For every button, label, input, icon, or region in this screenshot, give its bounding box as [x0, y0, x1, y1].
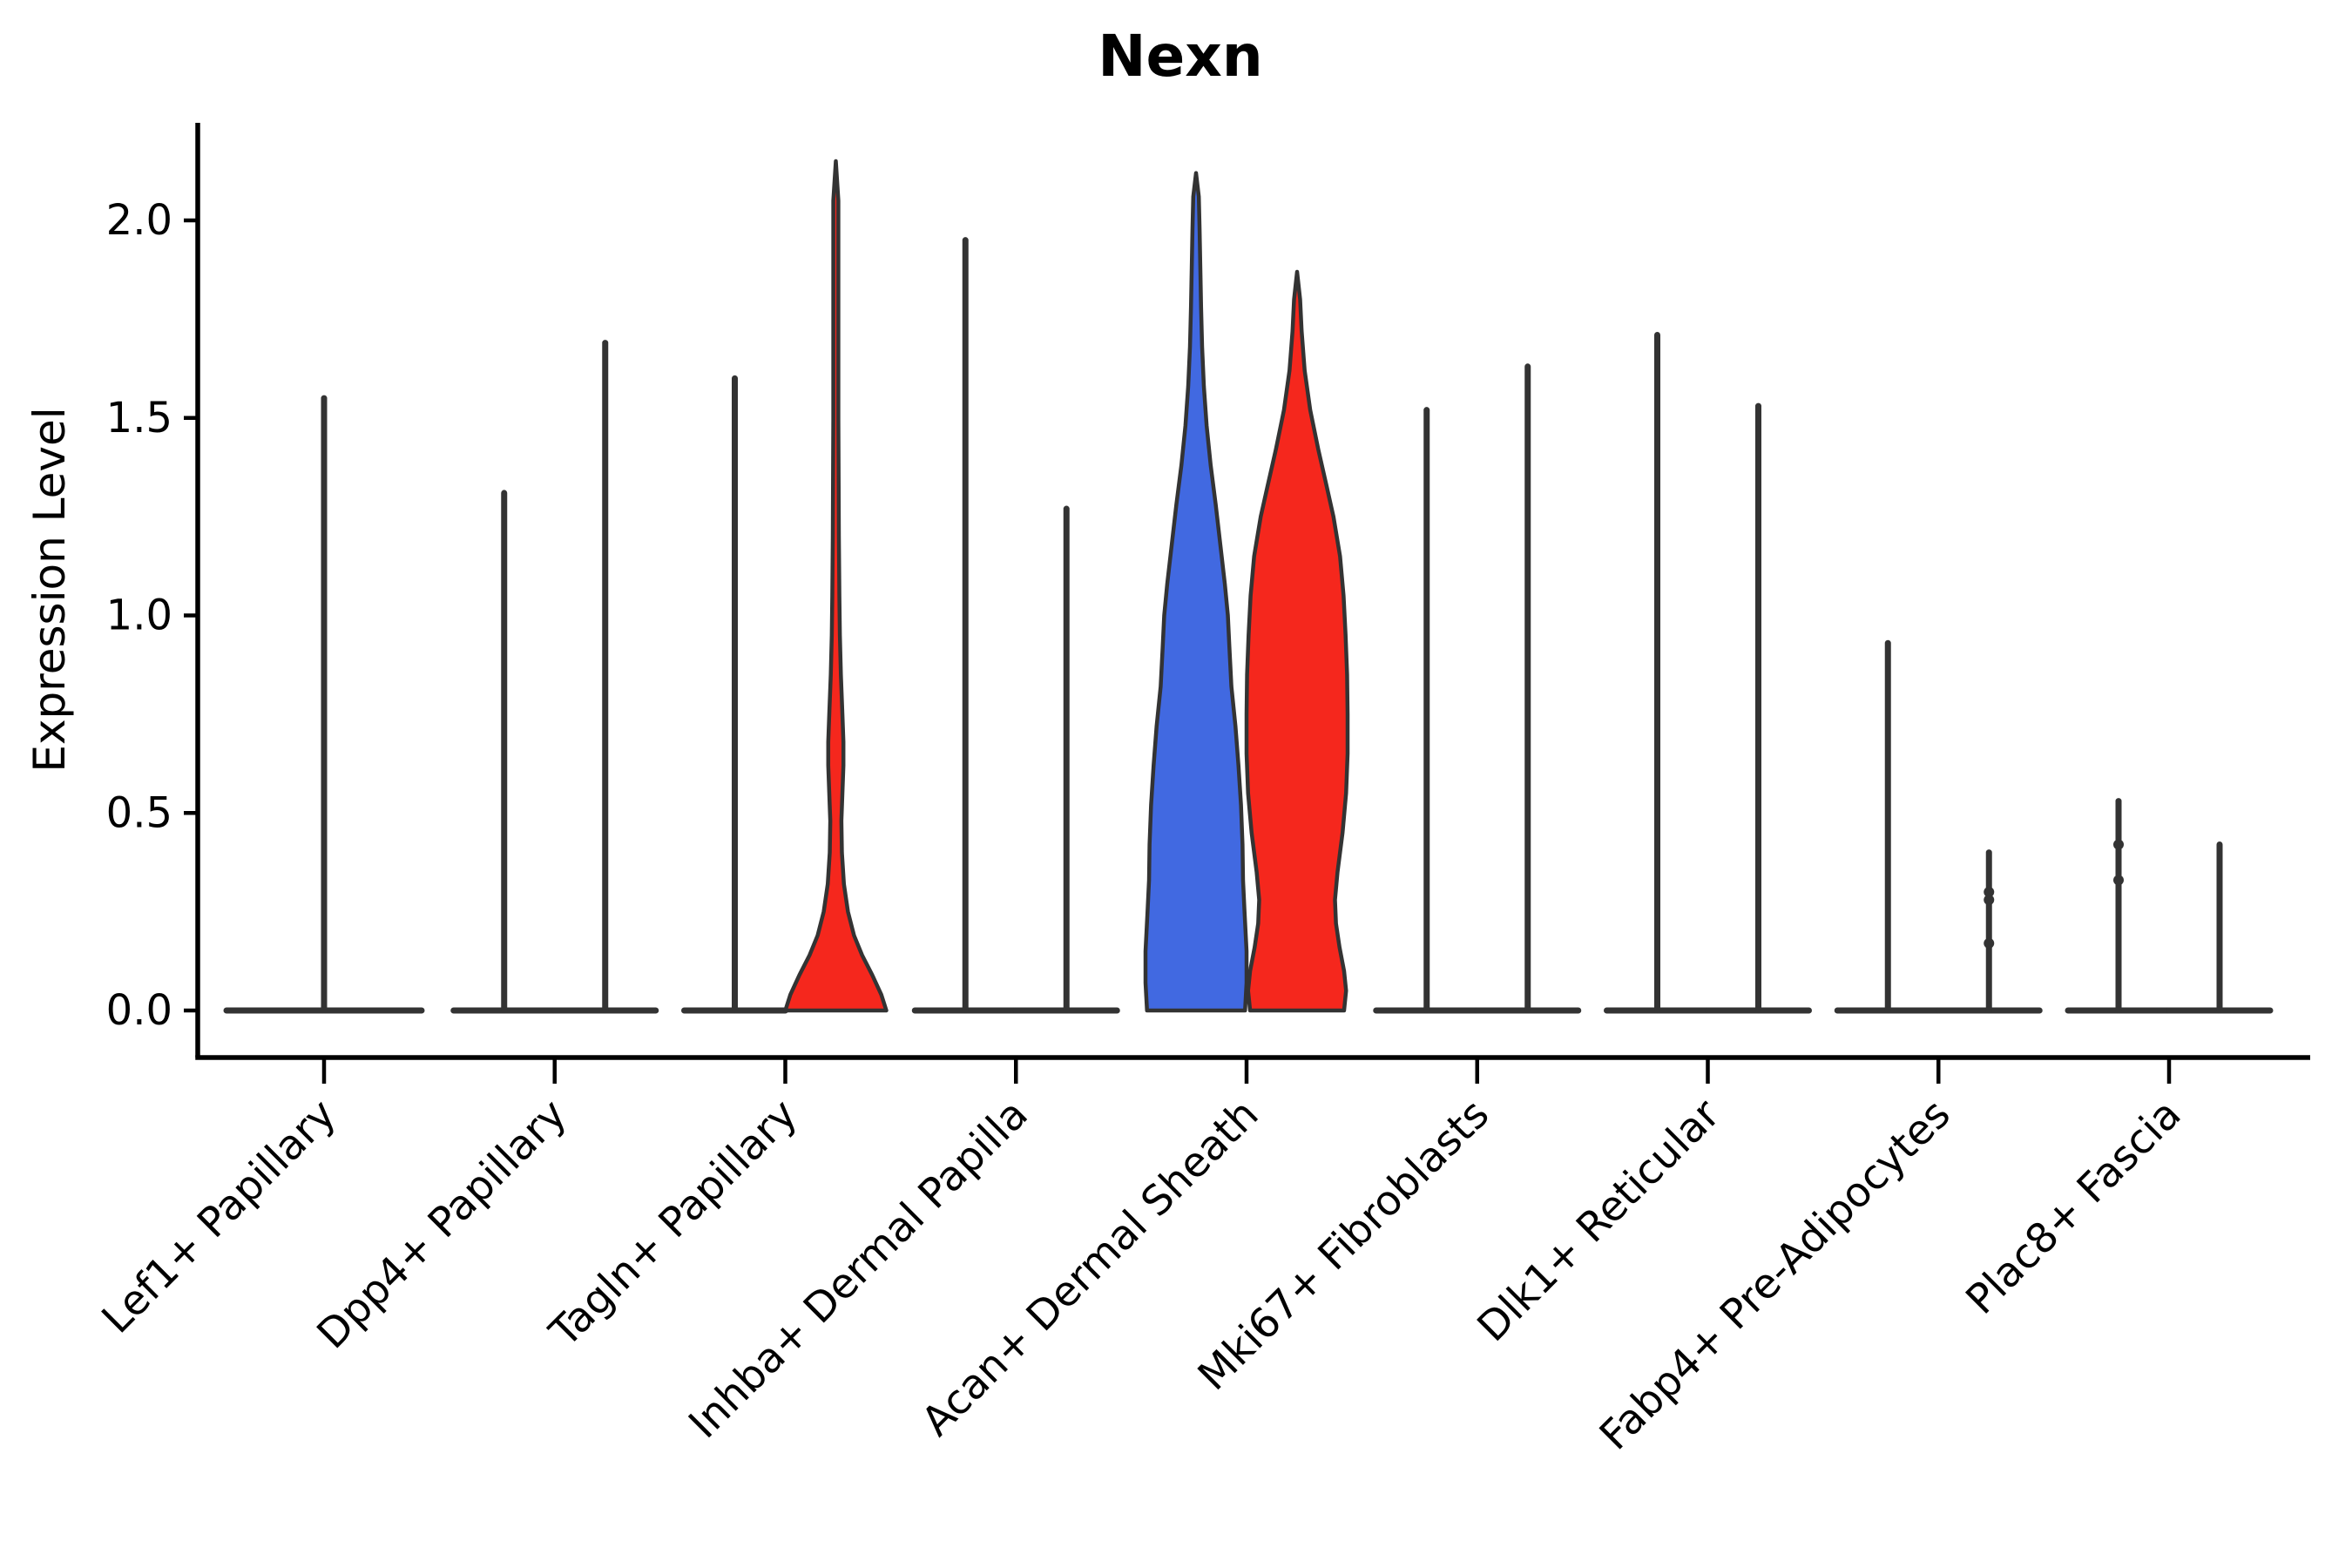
violin-outlier-knob — [1984, 937, 1995, 949]
chart-title: Nexn — [1098, 23, 1263, 90]
x-tick-label: Dlk1+ Reticular — [1469, 1090, 1730, 1351]
violin-outlier-knob — [1984, 886, 1995, 897]
x-tick-label: Dpp4+ Papillary — [308, 1091, 577, 1359]
y-tick-label: 1.5 — [106, 394, 172, 443]
x-tick-label: Plac8+ Fascia — [1957, 1091, 2191, 1324]
violin-outlier-knob — [1984, 895, 1995, 906]
x-tick-label: Lef1+ Papillary — [93, 1091, 346, 1343]
violin-red — [783, 159, 889, 1013]
y-tick-label: 0.5 — [106, 788, 172, 837]
violin-red — [1244, 269, 1350, 1013]
x-tick-label: Tagln+ Papillary — [540, 1091, 807, 1357]
violin-blue — [1143, 171, 1249, 1013]
violin-outlier-knob — [2113, 875, 2124, 886]
y-tick-label: 2.0 — [106, 196, 172, 245]
y-tick-label: 1.0 — [106, 591, 172, 640]
violin-outlier-knob — [2113, 839, 2124, 850]
y-tick-label: 0.0 — [106, 986, 172, 1035]
